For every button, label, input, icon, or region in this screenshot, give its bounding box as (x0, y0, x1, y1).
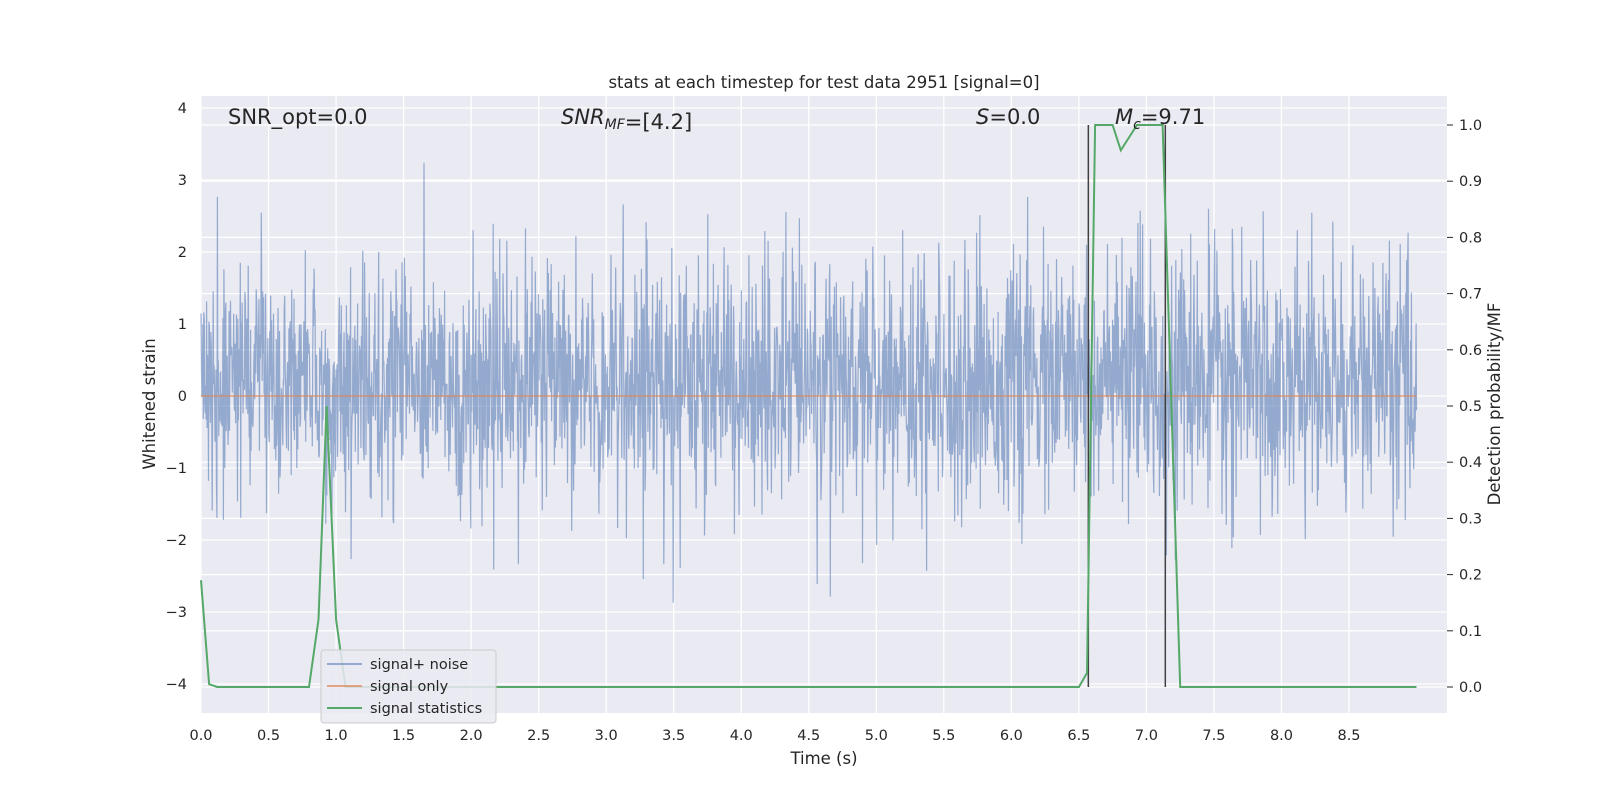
right-y-tick-label: 0.7 (1459, 287, 1482, 303)
right-y-tick-label: 0.3 (1459, 511, 1482, 527)
x-axis-label: Time (s) (789, 749, 857, 768)
x-tick-label: 7.5 (1202, 728, 1225, 744)
right-y-tick-label: 0.5 (1459, 399, 1482, 415)
x-tick-label: 0.5 (257, 728, 280, 744)
y-tick-label: −1 (166, 461, 187, 477)
y-tick-label: −4 (166, 677, 187, 693)
right-y-tick-label: 0.9 (1459, 174, 1482, 190)
x-tick-label: 2.0 (460, 728, 483, 744)
snr-mf-main: SNR (561, 105, 605, 129)
x-tick-label: 4.5 (797, 728, 820, 744)
annotation-s: S=0.0 (976, 105, 1040, 129)
right-y-axis-label: Detection probability/MF (1485, 303, 1504, 506)
x-tick-label: 3.0 (595, 728, 618, 744)
noise-line (200, 162, 1418, 603)
y-tick-label: 1 (178, 317, 187, 333)
legend-label-statistics: signal statistics (370, 701, 482, 717)
legend-label-noise: signal+ noise (370, 657, 468, 673)
right-y-tick-label: 1.0 (1459, 118, 1482, 134)
x-tick-label: 0.0 (189, 728, 212, 744)
annotation-snr-opt: SNR_opt=0.0 (228, 105, 368, 130)
signal-plus-noise-series (200, 162, 1418, 603)
y-tick-label: 3 (178, 173, 187, 189)
x-tick-label: 8.0 (1270, 728, 1293, 744)
y-tick-label: 4 (178, 101, 187, 117)
x-tick-label: 6.0 (1000, 728, 1023, 744)
signal-statistics-series (200, 124, 1417, 688)
x-tick-label: 8.5 (1337, 728, 1360, 744)
x-tick-label: 7.0 (1135, 728, 1158, 744)
right-y-tick-label: 0.4 (1459, 455, 1482, 471)
annotation-mc: Mc=9.71 (1115, 105, 1205, 133)
legend-label-signal-only: signal only (370, 679, 449, 695)
x-tick-label: 6.5 (1067, 728, 1090, 744)
right-y-tick-label: 0.1 (1459, 624, 1482, 640)
x-tick-label: 3.5 (662, 728, 685, 744)
statistics-line (200, 124, 1417, 688)
snr-mf-sub: MF (605, 117, 626, 133)
right-y-tick-label: 0.0 (1459, 680, 1482, 696)
s-main: S (976, 105, 989, 129)
x-tick-label: 1.5 (392, 728, 415, 744)
mc-sub: c (1133, 117, 1141, 133)
right-y-tick-label: 0.8 (1459, 230, 1482, 246)
right-y-tick-label: 0.2 (1459, 568, 1482, 584)
x-tick-label: 2.5 (527, 728, 550, 744)
legend-box (320, 649, 497, 724)
y-tick-label: 2 (178, 245, 187, 261)
x-tick-label: 5.5 (932, 728, 955, 744)
x-tick-label: 4.0 (730, 728, 753, 744)
mc-main: M (1115, 105, 1133, 129)
right-y-tick-label: 0.6 (1459, 343, 1482, 359)
legend: signal+ noise signal only signal statist… (320, 649, 497, 724)
right-y-tick-labels: 1.0 0.9 0.8 0.7 0.6 0.5 0.4 0.3 0.2 0.1 0.0 (1447, 118, 1482, 696)
snr-mf-value: =[4.2] (625, 110, 692, 134)
y-tick-label: −2 (166, 533, 187, 549)
chart-title: stats at each timestep for test data 295… (608, 73, 1039, 92)
x-tick-labels: 0.0 0.5 1.0 1.5 2.0 2.5 3.0 3.5 4.0 4.5 5.0 5.5 6.0 6… (189, 728, 1360, 744)
y-tick-labels: 4 3 2 1 0 −1 −2 −3 −4 (166, 101, 187, 693)
y-tick-label: −3 (166, 605, 187, 621)
s-value: =0.0 (989, 105, 1040, 129)
mc-value: =9.71 (1141, 105, 1205, 129)
y-tick-label: 0 (178, 389, 187, 405)
x-tick-label: 1.0 (325, 728, 348, 744)
x-tick-label: 5.0 (865, 728, 888, 744)
annotation-snr-mf: SNRMF=[4.2] (561, 105, 692, 134)
y-axis-label: Whitened strain (140, 338, 159, 469)
